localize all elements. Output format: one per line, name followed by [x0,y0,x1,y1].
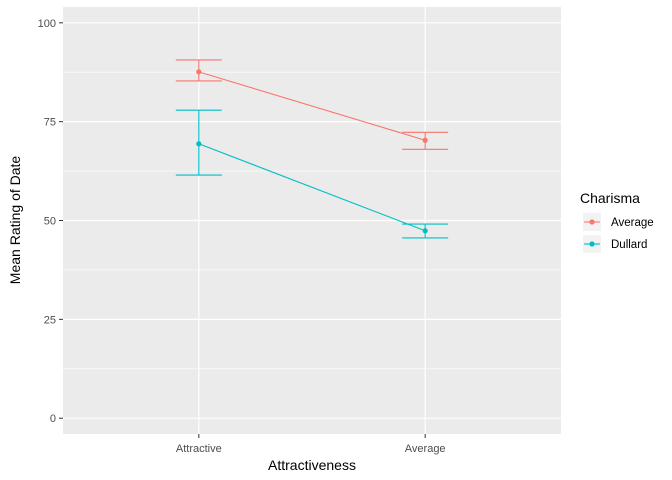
series-dullard [175,109,449,239]
legend-key-point [589,241,595,247]
data-series [175,59,449,239]
minor-gridlines [63,71,561,370]
y-tick-labels: 0 25 50 75 100 [38,18,56,425]
series-line [198,143,426,232]
major-gridlines [63,7,561,434]
data-point [196,69,202,75]
legend: Charisma Average Dullard [580,190,654,253]
y-tick-label: 100 [38,18,56,30]
legend-title: Charisma [580,190,640,206]
legend-items: Average Dullard [583,213,654,253]
x-tick-label: Attractive [176,443,222,455]
legend-label: Average [611,217,654,229]
data-point [196,141,202,147]
data-point [422,137,428,143]
legend-label: Dullard [611,239,647,251]
y-tick-label: 50 [44,216,56,228]
x-axis-title: Attractiveness [268,457,356,473]
x-tick-labels: Attractive Average [176,443,446,455]
legend-key-point [589,219,595,225]
series-line [198,71,426,141]
y-tick-label: 75 [44,117,56,129]
legend-item-average: Average [583,213,654,231]
data-point [422,228,428,234]
y-axis-title: Mean Rating of Date [7,156,23,285]
y-tick-label: 25 [44,314,56,326]
legend-item-dullard: Dullard [583,235,647,253]
series-average [175,59,449,150]
y-tick-label: 0 [50,413,56,425]
x-tick-label: Average [405,443,446,455]
axis-ticks [59,22,426,438]
